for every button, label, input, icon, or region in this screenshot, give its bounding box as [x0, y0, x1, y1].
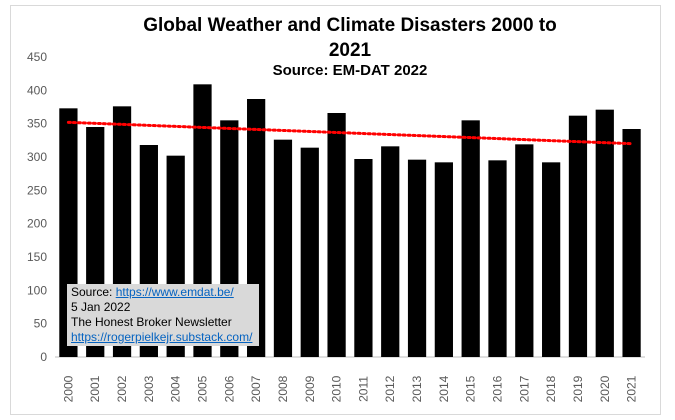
chart-subtitle: Source: EM-DAT 2022 — [272, 62, 428, 79]
bar — [354, 159, 373, 357]
y-tick-label: 0 — [40, 350, 47, 364]
bar — [434, 162, 453, 357]
bar — [568, 115, 588, 358]
chart-title: Global Weather and Climate Disasters 200… — [143, 15, 557, 61]
bar — [622, 129, 641, 357]
x-tick-label: 2013 — [410, 375, 424, 402]
y-tick-label: 200 — [27, 217, 47, 231]
bar — [407, 159, 427, 357]
x-tick-label: 2018 — [544, 375, 558, 402]
x-tick-label: 2000 — [61, 375, 75, 402]
source-annotation: Source: https://www.emdat.be/ 5 Jan 2022… — [67, 284, 259, 346]
source-link[interactable]: https://www.emdat.be/ — [115, 285, 234, 299]
source-label: Source: — [71, 285, 116, 299]
x-tick-label: 2012 — [383, 375, 397, 402]
source-line: Source: https://www.emdat.be/ — [71, 285, 255, 300]
y-tick-label: 50 — [34, 317, 48, 331]
bar — [381, 146, 400, 357]
newsletter-link[interactable]: https://rogerpielkejr.substack.com/ — [71, 330, 253, 344]
bar — [300, 147, 319, 357]
x-tick-label: 2017 — [517, 375, 531, 402]
source-date: 5 Jan 2022 — [71, 300, 131, 314]
chart-frame — [10, 5, 661, 415]
x-tick-label: 2019 — [571, 375, 585, 402]
y-tick-label: 100 — [27, 283, 47, 297]
x-tick-label: 2010 — [330, 375, 344, 402]
y-tick-label: 350 — [27, 117, 47, 131]
bar — [461, 120, 480, 357]
bar — [327, 113, 346, 357]
bar — [273, 139, 293, 357]
x-tick-label: 2015 — [464, 375, 478, 402]
x-tick-label: 2002 — [115, 375, 129, 402]
y-tick-label: 250 — [27, 183, 47, 197]
x-tick-label: 2014 — [437, 375, 451, 402]
bar — [542, 162, 561, 357]
x-tick-label: 2003 — [142, 375, 156, 402]
x-tick-label: 2006 — [222, 375, 236, 402]
x-tick-label: 2011 — [356, 376, 370, 402]
bar — [488, 160, 507, 357]
trendline — [66, 120, 634, 146]
x-tick-label: 2005 — [196, 375, 210, 402]
x-tick-label: 2016 — [491, 375, 505, 402]
newsletter-name: The Honest Broker Newsletter — [71, 315, 232, 329]
x-tick-label: 2021 — [625, 375, 639, 402]
y-tick-label: 400 — [27, 83, 47, 97]
x-tick-label: 2009 — [303, 375, 317, 402]
x-tick-label: 2004 — [169, 375, 183, 402]
y-tick-label: 300 — [27, 150, 47, 164]
bar — [515, 144, 534, 357]
x-tick-label: 2007 — [249, 375, 263, 402]
x-tick-label: 2001 — [88, 375, 102, 402]
x-tick-label: 2008 — [276, 375, 290, 402]
y-tick-label: 150 — [27, 250, 47, 264]
bar — [595, 109, 614, 358]
x-tick-label: 2020 — [598, 375, 612, 402]
y-tick-label: 450 — [27, 50, 47, 64]
